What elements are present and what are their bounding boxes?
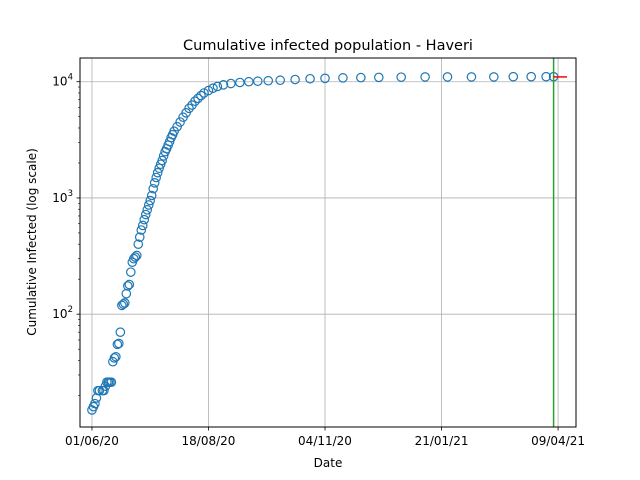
data-point: [526, 71, 536, 82]
data-point: [140, 209, 151, 220]
data-point: [252, 76, 263, 87]
data-point: [131, 250, 142, 261]
data-point: [175, 117, 185, 127]
data-point: [442, 72, 453, 82]
data-point: [125, 267, 136, 277]
data-point: [90, 398, 100, 409]
data-point: [136, 225, 147, 235]
data-point: [143, 200, 154, 210]
data-point: [106, 377, 117, 387]
plot-frame: [79, 57, 577, 428]
data-point: [118, 299, 129, 309]
data-point: [120, 298, 130, 308]
data-point: [148, 183, 159, 194]
data-point: [420, 72, 430, 82]
data-point: [139, 214, 150, 225]
data-point: [142, 205, 153, 215]
data-point: [124, 279, 135, 290]
data-point: [112, 339, 123, 350]
data-point: [137, 220, 148, 231]
data-point: [212, 81, 223, 92]
data-point: [123, 281, 133, 291]
data-point: [218, 80, 229, 90]
axis-ticks: 01/06/20 18/08/20 04/11/20 21/01/21 09/04/21…: [52, 73, 585, 448]
data-point: [226, 78, 236, 89]
data-point: [133, 239, 144, 250]
data-point: [290, 74, 300, 85]
x-tick-label: 21/01/21: [415, 434, 469, 448]
data-point: [115, 327, 126, 337]
data-point: [396, 72, 407, 82]
data-point: [145, 195, 156, 206]
data-point: [263, 75, 274, 86]
data-point: [130, 252, 141, 262]
data-point: [184, 103, 194, 114]
data-point: [373, 72, 384, 83]
data-point: [111, 351, 121, 362]
data-point: [117, 300, 127, 311]
chart-title: Cumulative infected population - Haveri: [183, 38, 473, 54]
x-tick-label: 09/04/21: [531, 434, 585, 448]
data-point: [114, 338, 124, 349]
data-point: [109, 353, 120, 363]
x-tick-label: 01/06/20: [65, 434, 119, 448]
data-point: [172, 121, 182, 132]
data-point: [199, 88, 209, 98]
data-point: [338, 73, 348, 83]
data-point: [466, 72, 477, 82]
scatter-series: [87, 71, 559, 415]
data-point: [305, 73, 315, 84]
data-point: [208, 83, 218, 93]
data-point: [356, 72, 366, 83]
data-point: [320, 73, 330, 84]
data-point: [196, 90, 206, 101]
x-tick-label: 18/08/20: [182, 434, 236, 448]
data-point: [235, 77, 245, 88]
data-point: [489, 72, 499, 82]
data-point: [193, 93, 203, 104]
x-tick-label: 04/11/20: [298, 434, 352, 448]
data-point: [99, 385, 109, 396]
data-point: [149, 178, 160, 188]
data-point: [190, 96, 200, 106]
data-point: [152, 167, 163, 178]
grid: [80, 58, 576, 427]
data-point: [151, 172, 161, 183]
data-point: [128, 253, 139, 264]
data-point: [134, 232, 145, 242]
x-axis-label: Date: [314, 456, 343, 470]
data-point: [203, 85, 214, 96]
y-axis-label: Cumulative Infected (log scale): [25, 148, 39, 336]
data-point: [508, 71, 519, 82]
overlay-lines: [552, 58, 568, 427]
data-point: [146, 190, 157, 201]
data-point: [541, 71, 551, 82]
data-point: [157, 155, 167, 166]
data-point: [275, 75, 285, 86]
